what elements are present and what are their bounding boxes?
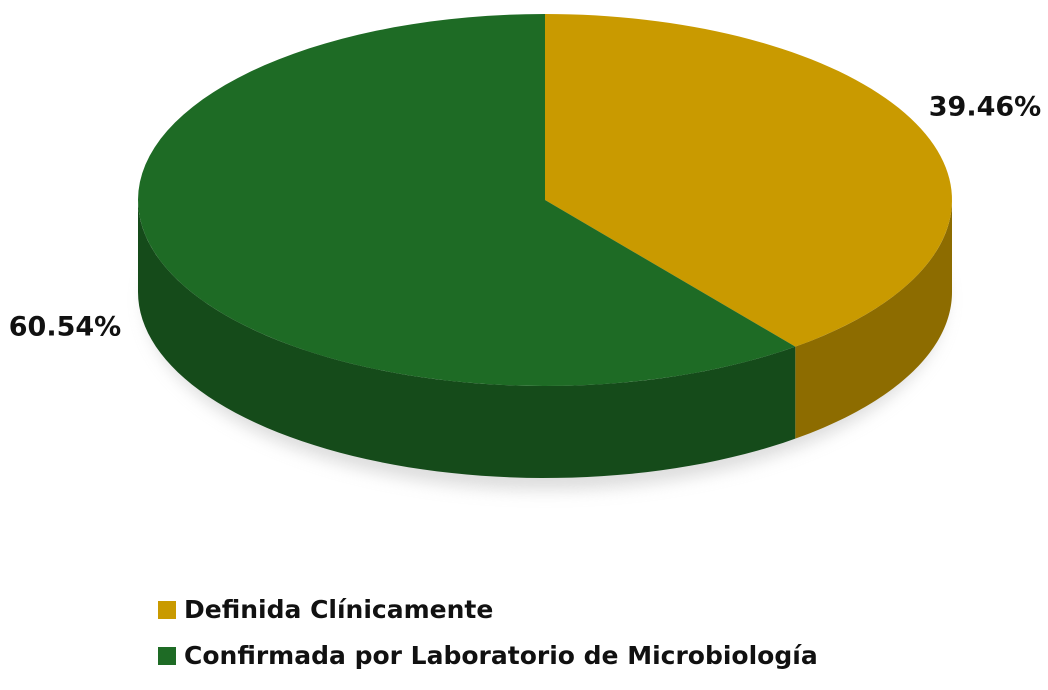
slice-side bbox=[138, 200, 796, 478]
legend-swatch bbox=[158, 601, 176, 619]
pie: 39.46% 60.54% bbox=[9, 14, 1041, 478]
slice-side bbox=[795, 200, 952, 439]
slice bbox=[545, 14, 952, 347]
data-label: 39.46% bbox=[929, 92, 1041, 123]
slice bbox=[138, 14, 796, 386]
legend-swatch bbox=[158, 647, 176, 665]
data-label: 60.54% bbox=[9, 312, 121, 343]
legend-label: Confirmada por Laboratorio de Microbiolo… bbox=[184, 641, 818, 670]
legend: Definida Clínicamente Confirmada por Labo… bbox=[158, 595, 818, 670]
legend-label: Definida Clínicamente bbox=[184, 595, 493, 624]
